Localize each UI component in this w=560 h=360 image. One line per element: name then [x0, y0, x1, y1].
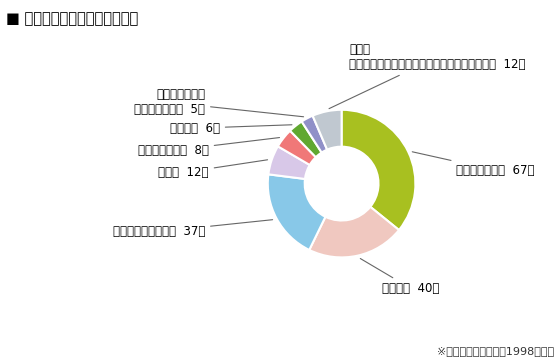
Text: こたつ  12件: こたつ 12件 — [158, 160, 268, 179]
Text: 使い捨てカイロ  67件: 使い捨てカイロ 67件 — [412, 152, 534, 177]
Text: 電気カーペット  8件: 電気カーペット 8件 — [138, 138, 279, 157]
Wedge shape — [268, 146, 310, 179]
Text: 湯たんぽ  40件: 湯たんぽ 40件 — [360, 258, 440, 295]
Text: ファンヒーター
（石油・ガス）  5件: ファンヒーター （石油・ガス） 5件 — [134, 89, 304, 117]
Text: ■ 商品別「低温やけど」報告数: ■ 商品別「低温やけど」報告数 — [6, 11, 138, 26]
Wedge shape — [268, 174, 325, 250]
Text: ※国民生活センター　1998年調査: ※国民生活センター 1998年調査 — [437, 346, 554, 356]
Text: 電気あんか・あんか  37件: 電気あんか・あんか 37件 — [113, 220, 273, 238]
Wedge shape — [278, 131, 316, 165]
Text: その他
（足温器、バス・鉄道の座席、保温便座など）  12件: その他 （足温器、バス・鉄道の座席、保温便座など） 12件 — [329, 44, 525, 109]
Wedge shape — [342, 110, 416, 230]
Wedge shape — [312, 110, 342, 150]
Wedge shape — [302, 116, 327, 153]
Wedge shape — [309, 207, 399, 257]
Text: 電気毛布  6件: 電気毛布 6件 — [170, 122, 292, 135]
Wedge shape — [290, 122, 321, 157]
